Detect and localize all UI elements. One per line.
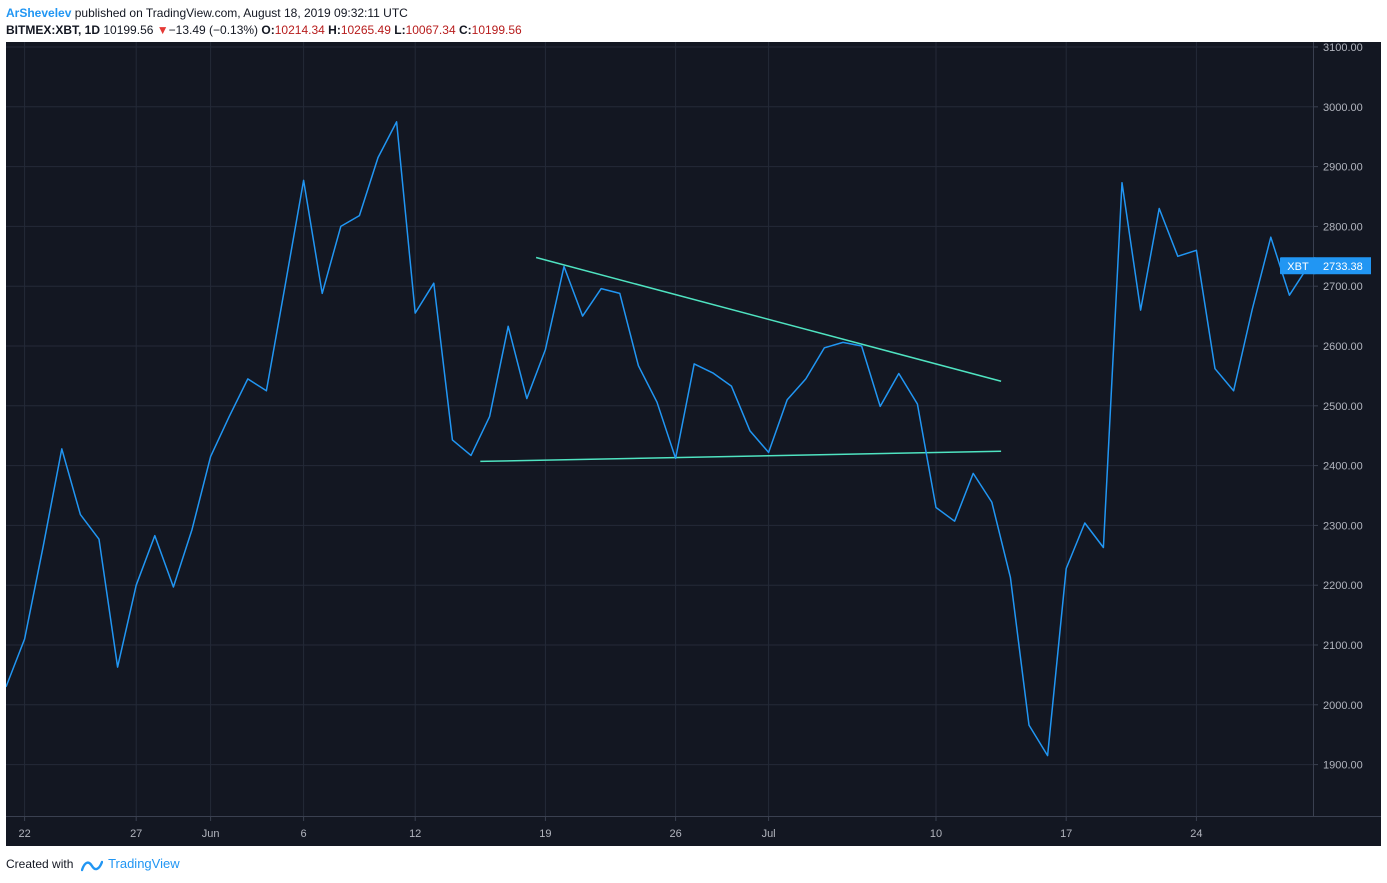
x-tick-label: 17 bbox=[1060, 828, 1072, 840]
x-tick-label: Jul bbox=[762, 828, 776, 840]
x-tick-label: 27 bbox=[130, 828, 142, 840]
y-tick-label: 1900.00 bbox=[1323, 760, 1363, 772]
chart-header: ArShevelev published on TradingView.com,… bbox=[6, 4, 1381, 42]
y-tick-label: 2000.00 bbox=[1323, 700, 1363, 712]
price-change: −13.49 (−0.13%) bbox=[168, 23, 259, 37]
chart-background bbox=[6, 42, 1381, 846]
high-label: H: bbox=[328, 23, 341, 37]
x-tick-label: 12 bbox=[409, 828, 421, 840]
trendlines bbox=[480, 256, 1002, 463]
low-label: L: bbox=[394, 23, 406, 37]
grid-lines bbox=[6, 42, 1313, 816]
x-tick-label: 22 bbox=[18, 828, 30, 840]
badge-name-box bbox=[1280, 257, 1316, 275]
tradingview-brand[interactable]: TradingView bbox=[108, 856, 180, 871]
close-label: C: bbox=[458, 23, 472, 37]
trendline bbox=[480, 450, 1002, 463]
badge-value-box bbox=[1314, 257, 1371, 275]
publish-line: ArShevelev published on TradingView.com,… bbox=[6, 6, 408, 20]
time-axis[interactable]: 22 27 Jun 6 12 19 26 Jul 10 17 24 bbox=[18, 816, 1203, 840]
price-axis[interactable]: 1900.00 2000.00 2100.00 2200.00 2300.00 2400.… bbox=[1313, 42, 1363, 772]
y-tick-label: 3100.00 bbox=[1323, 42, 1363, 54]
low-value: 10067.34 bbox=[405, 23, 456, 37]
badge-name: XBT bbox=[1287, 261, 1309, 273]
x-tick-label: 6 bbox=[301, 828, 307, 840]
y-tick-label: 2600.00 bbox=[1323, 341, 1363, 353]
x-tick-label: 26 bbox=[669, 828, 681, 840]
tradingview-logo-icon bbox=[80, 860, 103, 872]
x-tick-label: 19 bbox=[539, 828, 551, 840]
price-line bbox=[6, 121, 1309, 757]
y-tick-label: 2100.00 bbox=[1323, 640, 1363, 652]
open-value: 10214.34 bbox=[274, 23, 325, 37]
x-tick-label: 24 bbox=[1190, 828, 1202, 840]
created-with-text: Created with bbox=[6, 857, 74, 871]
published-text: published on TradingView.com, August 18,… bbox=[74, 6, 408, 20]
y-tick-label: 2200.00 bbox=[1323, 580, 1363, 592]
y-tick-label: 2700.00 bbox=[1323, 281, 1363, 293]
last-price-badge: XBT 2733.38 bbox=[1280, 257, 1371, 275]
ohlc-line: BITMEX:XBT, 1D 10199.56 ▼−13.49 (−0.13%)… bbox=[6, 23, 522, 37]
last-price: 10199.56 bbox=[103, 23, 154, 37]
symbol-label[interactable]: BITMEX:XBT, 1D bbox=[6, 23, 101, 37]
x-tick-label: Jun bbox=[202, 828, 220, 840]
x-tick-label: 10 bbox=[930, 828, 942, 840]
close-value: 10199.56 bbox=[471, 23, 522, 37]
price-chart[interactable]: 1900.00 2000.00 2100.00 2200.00 2300.00 2400.… bbox=[6, 42, 1381, 846]
y-tick-label: 2300.00 bbox=[1323, 520, 1363, 532]
badge-value: 2733.38 bbox=[1323, 261, 1363, 273]
down-arrow-icon: ▼ bbox=[156, 23, 169, 37]
trendline bbox=[535, 256, 1002, 383]
y-tick-label: 2500.00 bbox=[1323, 401, 1363, 413]
y-tick-label: 3000.00 bbox=[1323, 102, 1363, 114]
open-label: O: bbox=[261, 23, 275, 37]
y-tick-label: 2800.00 bbox=[1323, 221, 1363, 233]
high-value: 10265.49 bbox=[340, 23, 391, 37]
footer: Created with TradingView bbox=[6, 856, 180, 872]
author-name[interactable]: ArShevelev bbox=[6, 6, 72, 20]
y-tick-label: 2400.00 bbox=[1323, 461, 1363, 473]
y-tick-label: 2900.00 bbox=[1323, 162, 1363, 174]
